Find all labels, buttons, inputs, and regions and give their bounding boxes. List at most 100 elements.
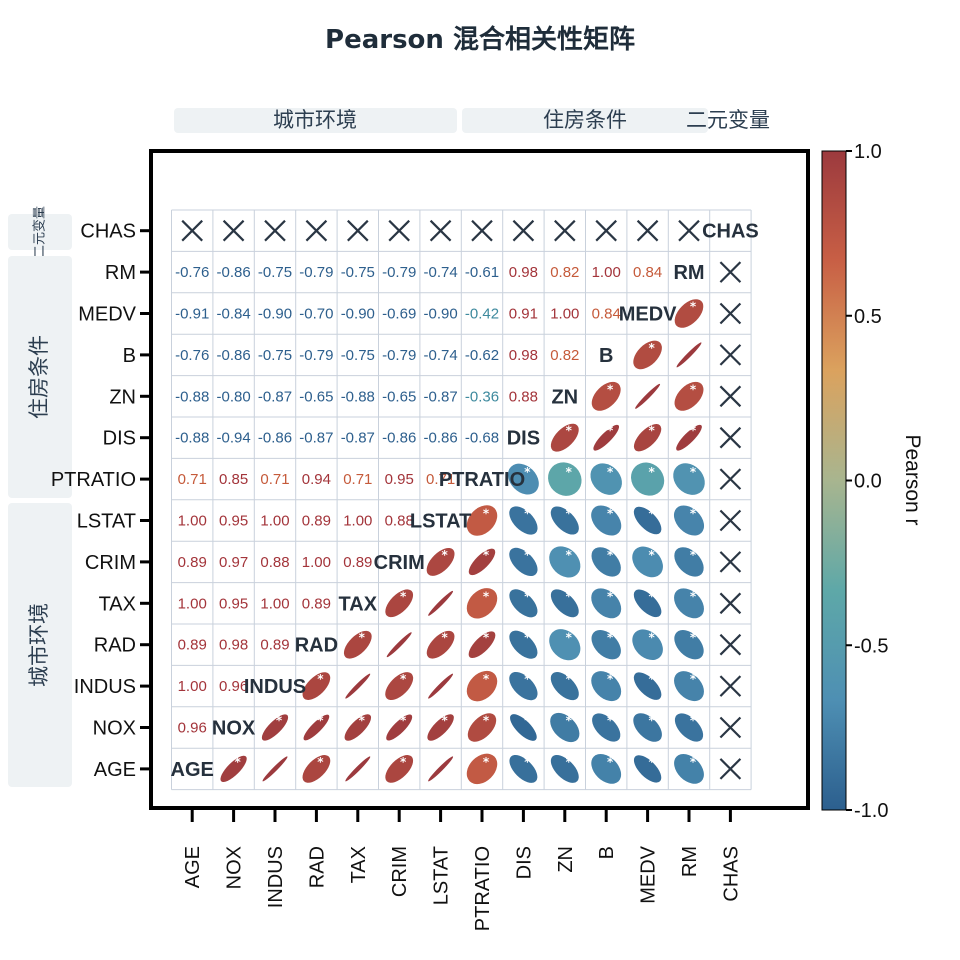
colorbar-tick-label: 0.0 bbox=[854, 471, 882, 493]
binary-cell-cross-icon bbox=[222, 219, 245, 242]
diagonal-label-indus: INDUS bbox=[244, 676, 306, 698]
x-tick-label-rm: RM bbox=[679, 846, 701, 877]
x-axis: AGE NOX INDUS RAD TAX CRIM LSTAT PTRATIO DIS ZN B M… bbox=[182, 810, 742, 931]
cell-value-lstat-crim: 0.88 bbox=[385, 513, 414, 530]
significance-marker: * bbox=[690, 714, 697, 728]
binary-cell-cross-icon bbox=[719, 426, 742, 449]
significance-marker: * bbox=[607, 382, 614, 396]
significance-marker: * bbox=[524, 465, 531, 479]
significance-marker: * bbox=[483, 755, 490, 769]
binary-cell-cross-icon bbox=[554, 219, 576, 242]
cell-value-tax-rad: 0.89 bbox=[302, 595, 331, 612]
cell-value-b-age: -0.76 bbox=[175, 347, 209, 364]
binary-cell-cross-icon bbox=[719, 385, 742, 408]
cell-value-b-crim: -0.79 bbox=[382, 347, 416, 364]
top-group-label: 住房条件 bbox=[543, 108, 627, 132]
significance-marker: * bbox=[648, 507, 655, 521]
corr-ellipse-indus-b bbox=[591, 671, 622, 702]
y-tick-label-indus: INDUS bbox=[74, 676, 136, 698]
significance-marker: * bbox=[524, 589, 531, 603]
corr-ellipse-lstat-medv bbox=[633, 506, 662, 535]
diagonal-label-tax: TAX bbox=[339, 593, 378, 615]
corr-ellipse-zn-b bbox=[591, 381, 621, 411]
corr-ellipse-tax-crim bbox=[385, 589, 414, 618]
cell-value-zn-indus: -0.87 bbox=[258, 388, 292, 405]
significance-marker: * bbox=[400, 589, 407, 603]
diagonal-label-ptratio: PTRATIO bbox=[439, 469, 525, 491]
corr-ellipse-rad-tax bbox=[343, 630, 372, 659]
cell-value-dis-age: -0.88 bbox=[175, 430, 209, 447]
corr-ellipse-rad-medv bbox=[632, 629, 663, 660]
y-tick-label-age: AGE bbox=[94, 759, 136, 781]
x-tick-label-lstat: LSTAT bbox=[431, 846, 453, 905]
significance-marker: * bbox=[566, 755, 573, 769]
cell-value-medv-nox: -0.84 bbox=[216, 306, 250, 323]
corr-ellipse-lstat-ptratio bbox=[466, 505, 498, 536]
cell-value-dis-crim: -0.86 bbox=[382, 430, 416, 447]
significance-marker: * bbox=[441, 714, 448, 728]
corr-ellipse-age-dis bbox=[509, 754, 538, 783]
corr-ellipse-age-crim bbox=[385, 755, 414, 783]
cell-value-b-ptratio: -0.62 bbox=[465, 347, 499, 364]
cell-value-rm-age: -0.76 bbox=[175, 264, 209, 281]
cell-value-ptratio-crim: 0.95 bbox=[385, 471, 414, 488]
binary-cell-cross-icon bbox=[595, 219, 617, 242]
y-tick-label-b: B bbox=[123, 345, 136, 367]
binary-cell-cross-icon bbox=[719, 344, 742, 366]
corr-ellipse-age-lstat bbox=[428, 756, 454, 782]
corr-ellipse-dis-b bbox=[593, 424, 620, 451]
cell-value-ptratio-tax: 0.71 bbox=[343, 471, 372, 488]
corr-ellipse-age-rm bbox=[674, 753, 704, 784]
corr-ellipse-indus-lstat bbox=[428, 673, 454, 699]
cell-value-ptratio-rad: 0.94 bbox=[302, 471, 331, 488]
significance-marker: * bbox=[566, 507, 573, 521]
cell-value-zn-nox: -0.80 bbox=[216, 388, 250, 405]
cell-value-rm-indus: -0.75 bbox=[258, 264, 292, 281]
x-tick-label-rad: RAD bbox=[306, 846, 328, 888]
y-tick-label-rm: RM bbox=[105, 262, 136, 284]
corr-ellipse-ptratio-b bbox=[590, 463, 622, 495]
corr-ellipse-dis-rm bbox=[676, 424, 702, 451]
x-tick-label-indus: INDUS bbox=[265, 846, 287, 908]
left-group-label: 城市环境 bbox=[27, 603, 51, 687]
binary-cell-cross-icon bbox=[719, 758, 742, 780]
top-group-band-2 bbox=[462, 108, 708, 133]
cell-value-ptratio-indus: 0.71 bbox=[260, 471, 289, 488]
cell-value-nox-age: 0.96 bbox=[178, 720, 207, 737]
significance-marker: * bbox=[359, 714, 366, 728]
cell-value-medv-indus: -0.90 bbox=[258, 306, 292, 323]
binary-cell-cross-icon bbox=[305, 219, 328, 242]
corr-ellipse-dis-medv bbox=[633, 424, 662, 452]
significance-marker: * bbox=[400, 714, 407, 728]
corr-ellipse-tax-medv bbox=[633, 589, 662, 618]
y-axis: AGE NOX INDUS RAD TAX CRIM LSTAT PTRATIO DIS ZN BM… bbox=[51, 221, 150, 781]
y-tick-label-medv: MEDV bbox=[78, 304, 136, 326]
binary-cell-cross-icon bbox=[429, 219, 452, 242]
cell-value-rad-age: 0.89 bbox=[178, 637, 207, 654]
corr-ellipse-zn-rm bbox=[674, 381, 704, 411]
cell-value-b-zn: 0.82 bbox=[550, 347, 579, 364]
cell-value-medv-rad: -0.70 bbox=[299, 306, 333, 323]
corr-ellipse-tax-lstat bbox=[428, 590, 454, 616]
x-tick-label-age: AGE bbox=[182, 846, 204, 888]
top-group-label: 城市环境 bbox=[273, 108, 357, 132]
binary-cell-cross-icon bbox=[264, 219, 286, 242]
significance-marker: * bbox=[648, 341, 655, 355]
cell-value-rm-b: 1.00 bbox=[592, 264, 621, 281]
significance-marker: * bbox=[483, 589, 490, 603]
colorbar: 1.0 0.5 0.0 -0.5 -1.0 Pearson r bbox=[821, 141, 924, 822]
corr-ellipse-tax-dis bbox=[509, 589, 538, 618]
corr-ellipse-crim-lstat bbox=[426, 547, 455, 576]
cell-value-crim-nox: 0.97 bbox=[219, 554, 248, 571]
significance-marker: * bbox=[566, 631, 573, 645]
significance-marker: * bbox=[648, 465, 655, 479]
significance-marker: * bbox=[607, 755, 614, 769]
diagonal-label-age: AGE bbox=[171, 759, 214, 781]
top-group-band-1 bbox=[174, 108, 457, 133]
significance-marker: * bbox=[566, 714, 573, 728]
cell-value-medv-ptratio: -0.42 bbox=[465, 306, 499, 323]
corr-ellipse-age-b bbox=[591, 753, 622, 784]
significance-marker: * bbox=[648, 755, 655, 769]
corr-ellipse-rad-zn bbox=[549, 629, 581, 661]
corr-ellipse-lstat-zn bbox=[550, 506, 579, 535]
